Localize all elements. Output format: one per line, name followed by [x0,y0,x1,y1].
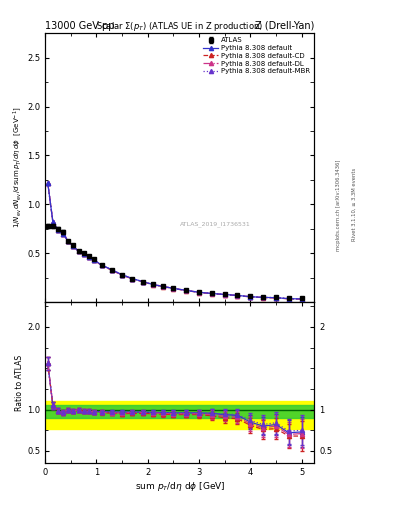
Text: ATLAS_2019_I1736531: ATLAS_2019_I1736531 [180,221,251,227]
Bar [45,401,314,429]
Y-axis label: $1/N_\mathrm{ev}\,dN_\mathrm{ev}/d\,\mathrm{sum}\,p_T/d\eta\,d\phi$  [GeV$^{-1}$: $1/N_\mathrm{ev}\,dN_\mathrm{ev}/d\,\mat… [12,107,24,228]
Legend: ATLAS, Pythia 8.308 default, Pythia 8.308 default-CD, Pythia 8.308 default-DL, P: ATLAS, Pythia 8.308 default, Pythia 8.30… [200,35,313,77]
Y-axis label: Ratio to ATLAS: Ratio to ATLAS [15,355,24,411]
Text: Rivet 3.1.10, ≥ 3.3M events: Rivet 3.1.10, ≥ 3.3M events [352,168,357,242]
Text: 13000 GeV pp: 13000 GeV pp [45,20,115,31]
Text: mcplots.cern.ch [arXiv:1306.3436]: mcplots.cern.ch [arXiv:1306.3436] [336,159,341,250]
X-axis label: sum $p_T$/d$\eta$ d$\phi$ [GeV]: sum $p_T$/d$\eta$ d$\phi$ [GeV] [134,480,225,493]
Title: Scalar $\Sigma(p_T)$ (ATLAS UE in Z production): Scalar $\Sigma(p_T)$ (ATLAS UE in Z prod… [96,20,263,33]
Text: Z (Drell-Yan): Z (Drell-Yan) [255,20,314,31]
Bar [45,406,314,418]
